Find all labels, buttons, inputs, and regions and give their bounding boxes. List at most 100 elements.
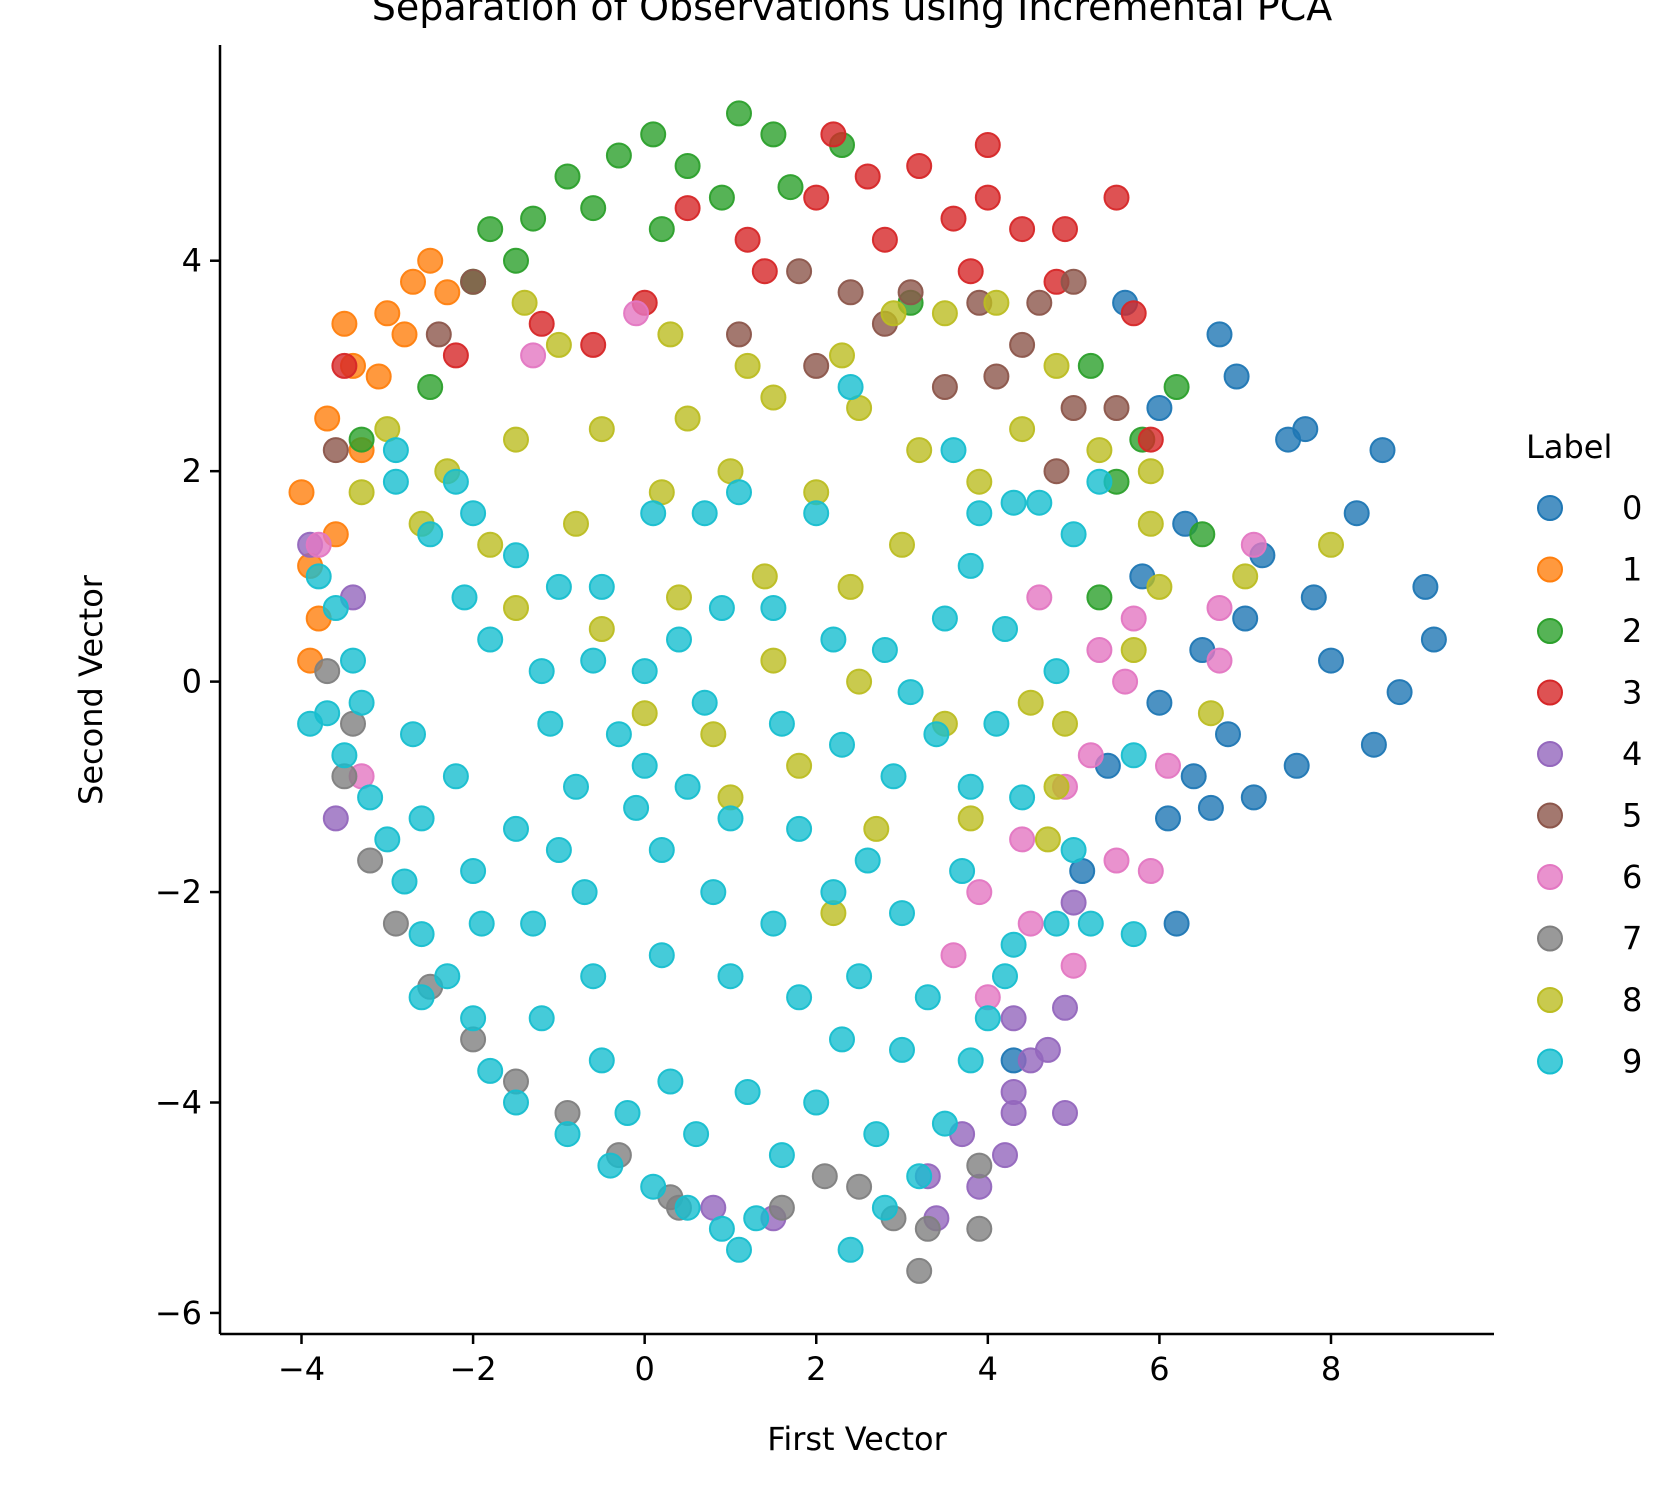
point-9-85 xyxy=(580,963,607,990)
point-9-80 xyxy=(889,900,915,927)
series-1 xyxy=(288,247,461,674)
point-1-2 xyxy=(314,405,341,432)
point-2-9 xyxy=(580,195,607,222)
point-9-107 xyxy=(914,984,941,1011)
point-4-3 xyxy=(1052,1100,1078,1126)
point-9-9 xyxy=(434,963,461,990)
legend-label: 6 xyxy=(1622,858,1642,896)
point-9-42 xyxy=(1060,521,1087,548)
point-0-6 xyxy=(1420,626,1447,653)
legend-marker xyxy=(1537,925,1563,952)
point-0-11 xyxy=(1215,721,1241,748)
point-7-1 xyxy=(357,847,384,874)
point-6-1 xyxy=(520,342,547,369)
point-8-16 xyxy=(1318,531,1344,558)
point-8-21 xyxy=(760,384,787,411)
point-9-46 xyxy=(726,479,752,506)
legend-item-9: 9 xyxy=(1537,1043,1642,1081)
point-3-13 xyxy=(1137,426,1164,453)
series-8 xyxy=(348,289,1344,927)
point-2-21 xyxy=(1086,584,1113,611)
point-4-16 xyxy=(1060,889,1087,916)
point-9-71 xyxy=(563,773,589,800)
point-5-16 xyxy=(931,374,958,400)
point-8-38 xyxy=(588,616,615,642)
point-9-70 xyxy=(631,752,658,779)
point-9-38 xyxy=(957,552,984,579)
point-9-98 xyxy=(442,763,469,790)
point-9-69 xyxy=(691,689,718,716)
point-6-13 xyxy=(940,942,967,969)
legend-title: Label xyxy=(1526,428,1612,466)
point-1-4 xyxy=(374,300,401,327)
point-9-74 xyxy=(520,910,547,937)
point-6-2 xyxy=(1086,637,1113,663)
point-9-72 xyxy=(503,815,529,842)
point-6-16 xyxy=(1009,826,1036,853)
point-9-93 xyxy=(683,1121,710,1148)
point-9-34 xyxy=(957,773,984,800)
x-ticks: −4 −2 0 2 4 6 8 xyxy=(278,1334,1341,1388)
legend-label: 2 xyxy=(1622,612,1642,650)
point-8-22 xyxy=(674,405,701,432)
point-8-15 xyxy=(1232,563,1259,590)
point-0-14 xyxy=(1146,395,1173,421)
series-3 xyxy=(331,121,1164,453)
point-4-5 xyxy=(1000,1079,1027,1105)
point-9-53 xyxy=(460,500,487,527)
point-9-1 xyxy=(322,595,349,621)
legend-label: 3 xyxy=(1622,674,1642,712)
y-tick-label: −4 xyxy=(155,1084,202,1122)
point-7-19 xyxy=(811,1163,838,1190)
legend-item-8: 8 xyxy=(1537,981,1642,1019)
point-3-4 xyxy=(906,153,933,179)
point-4-2 xyxy=(1052,994,1078,1021)
point-9-94 xyxy=(614,1100,641,1126)
y-tick-label: −6 xyxy=(155,1294,202,1332)
point-6-5 xyxy=(1240,531,1267,558)
point-4-0 xyxy=(1000,1005,1027,1032)
point-9-24 xyxy=(957,1047,984,1074)
legend-label: 8 xyxy=(1622,981,1642,1019)
point-9-114 xyxy=(605,721,632,748)
point-9-75 xyxy=(571,879,598,906)
legend-label: 9 xyxy=(1622,1043,1642,1081)
legend-item-5: 5 xyxy=(1537,797,1642,835)
chart-title: Separation of Observations using Increme… xyxy=(372,0,1332,29)
point-9-118 xyxy=(992,616,1018,642)
x-tick-label: 6 xyxy=(1149,1350,1169,1388)
x-tick-label: −2 xyxy=(449,1350,496,1388)
point-3-15 xyxy=(580,331,607,358)
point-9-61 xyxy=(631,658,658,685)
point-9-31 xyxy=(1120,742,1147,769)
point-8-4 xyxy=(829,342,855,369)
legend-marker xyxy=(1537,618,1563,644)
point-0-21 xyxy=(1146,689,1173,716)
point-9-17 xyxy=(708,1215,735,1242)
point-3-19 xyxy=(528,310,555,337)
point-8-7 xyxy=(983,289,1010,316)
point-9-4 xyxy=(331,742,358,769)
point-8-44 xyxy=(1043,773,1070,800)
point-5-8 xyxy=(1060,395,1087,421)
point-9-59 xyxy=(528,658,555,685)
legend-item-7: 7 xyxy=(1537,920,1642,958)
point-3-16 xyxy=(751,258,778,285)
point-6-3 xyxy=(1120,605,1147,632)
y-ticks: −6 −4 −2 0 2 4 xyxy=(155,242,220,1332)
point-3-12 xyxy=(1120,300,1147,327)
point-9-8 xyxy=(408,921,435,948)
legend-item-2: 2 xyxy=(1537,612,1642,650)
point-2-4 xyxy=(640,121,667,148)
point-0-15 xyxy=(1223,363,1250,390)
point-9-68 xyxy=(768,710,795,737)
point-9-40 xyxy=(1000,489,1027,516)
point-4-6 xyxy=(992,1142,1018,1169)
point-9-117 xyxy=(1043,658,1070,685)
point-8-35 xyxy=(837,573,864,600)
point-9-102 xyxy=(623,794,650,821)
point-9-67 xyxy=(829,731,855,758)
point-8-18 xyxy=(966,468,993,495)
point-2-1 xyxy=(520,205,547,232)
